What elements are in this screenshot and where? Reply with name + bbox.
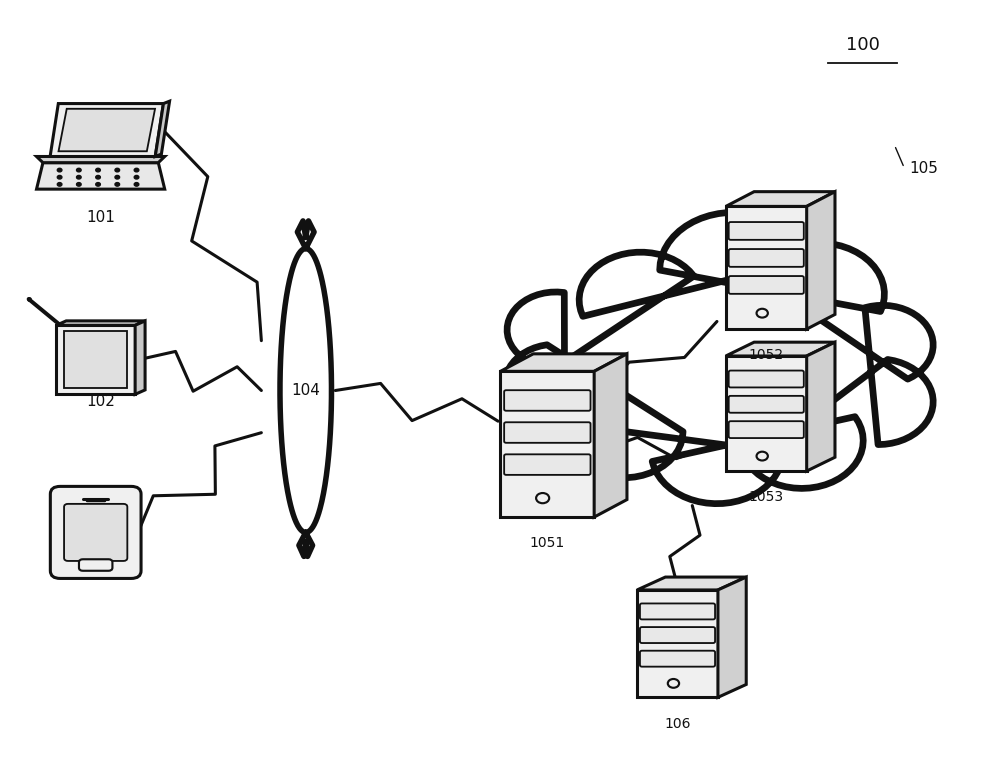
Text: 104: 104	[291, 383, 320, 398]
Text: 1052: 1052	[749, 348, 784, 362]
Circle shape	[77, 183, 81, 186]
Text: 106: 106	[664, 716, 691, 730]
Polygon shape	[59, 109, 155, 152]
Circle shape	[115, 183, 120, 186]
Text: 105: 105	[909, 161, 938, 176]
Text: 1053: 1053	[749, 490, 784, 505]
FancyBboxPatch shape	[729, 276, 804, 294]
FancyBboxPatch shape	[640, 627, 715, 643]
Polygon shape	[637, 590, 718, 697]
FancyBboxPatch shape	[504, 423, 591, 443]
Polygon shape	[594, 354, 627, 517]
Polygon shape	[280, 221, 331, 556]
FancyBboxPatch shape	[729, 370, 804, 387]
Polygon shape	[505, 212, 933, 504]
Circle shape	[57, 183, 62, 186]
Circle shape	[134, 168, 139, 172]
Circle shape	[77, 168, 81, 172]
FancyBboxPatch shape	[729, 396, 804, 412]
Circle shape	[134, 183, 139, 186]
FancyBboxPatch shape	[729, 249, 804, 267]
Circle shape	[96, 168, 100, 172]
Polygon shape	[135, 321, 145, 394]
Polygon shape	[637, 577, 746, 590]
FancyBboxPatch shape	[64, 504, 127, 561]
Text: 101: 101	[86, 210, 115, 225]
Text: 100: 100	[846, 36, 880, 54]
Polygon shape	[807, 191, 835, 329]
Circle shape	[134, 176, 139, 179]
Polygon shape	[50, 104, 163, 156]
Text: 102: 102	[86, 394, 115, 409]
FancyBboxPatch shape	[79, 559, 112, 571]
Polygon shape	[718, 577, 746, 697]
Polygon shape	[500, 354, 627, 371]
Polygon shape	[155, 102, 170, 156]
Circle shape	[96, 176, 100, 179]
Circle shape	[57, 168, 62, 172]
Polygon shape	[726, 342, 835, 356]
Polygon shape	[37, 162, 165, 189]
Polygon shape	[64, 331, 127, 388]
Polygon shape	[726, 206, 807, 329]
Polygon shape	[500, 371, 594, 517]
Circle shape	[668, 679, 679, 688]
FancyBboxPatch shape	[640, 651, 715, 667]
FancyBboxPatch shape	[729, 222, 804, 240]
Circle shape	[757, 451, 768, 461]
Text: 1051: 1051	[530, 537, 565, 551]
Polygon shape	[56, 321, 145, 326]
Circle shape	[536, 493, 549, 503]
FancyBboxPatch shape	[504, 390, 591, 411]
Circle shape	[115, 176, 120, 179]
FancyBboxPatch shape	[640, 604, 715, 619]
Circle shape	[115, 168, 120, 172]
FancyBboxPatch shape	[50, 487, 141, 579]
Polygon shape	[56, 326, 135, 394]
Text: 103: 103	[86, 567, 115, 582]
Polygon shape	[726, 356, 807, 471]
Polygon shape	[37, 156, 165, 162]
Circle shape	[77, 176, 81, 179]
Circle shape	[757, 308, 768, 318]
Polygon shape	[807, 342, 835, 471]
FancyBboxPatch shape	[504, 455, 591, 475]
Circle shape	[96, 183, 100, 186]
Polygon shape	[726, 191, 835, 206]
FancyBboxPatch shape	[729, 421, 804, 438]
Circle shape	[57, 176, 62, 179]
